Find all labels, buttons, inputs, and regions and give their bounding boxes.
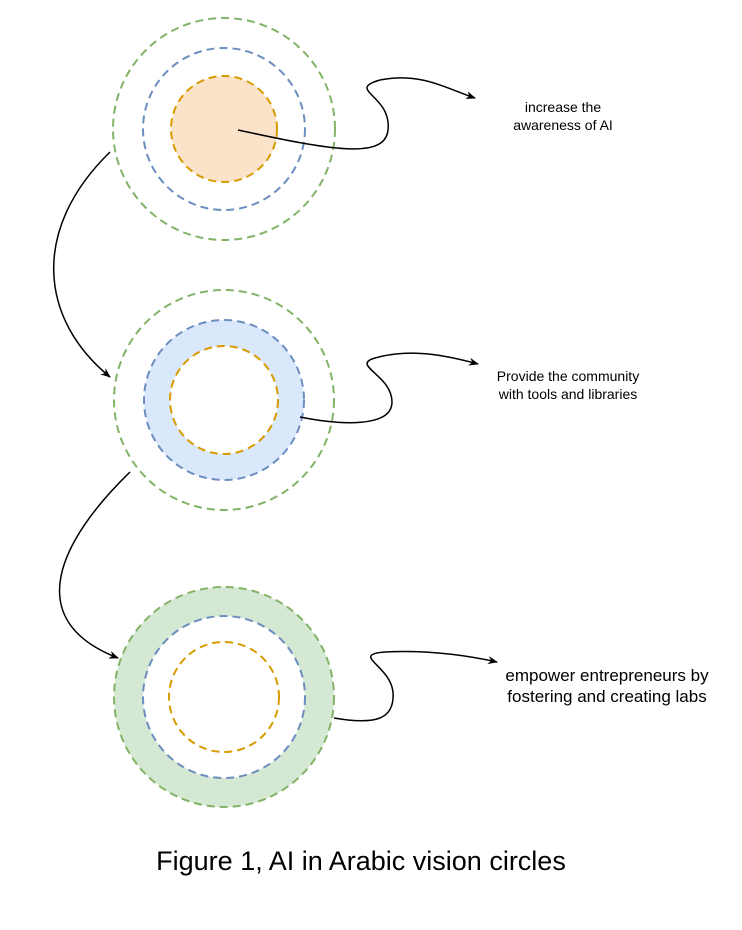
level-3-inner-ring xyxy=(168,641,280,753)
label-arrow-level-3 xyxy=(333,650,498,722)
figure-caption: Figure 1, AI in Arabic vision circles xyxy=(156,846,566,876)
label-arrow-level-2 xyxy=(299,352,479,424)
level-3-middle-ring xyxy=(142,615,306,779)
flow-arrow-level-2-to-3 xyxy=(58,471,131,659)
level-2-outer-ring xyxy=(113,289,335,511)
circle-group-level-1 xyxy=(112,17,336,241)
level-2-inner-ring xyxy=(169,345,279,455)
level-1-inner-fill xyxy=(170,75,278,183)
level-2-label: Provide the community with tools and lib… xyxy=(496,368,640,402)
level-1-label: increase the awareness of AI xyxy=(513,99,613,133)
flow-arrow-level-1-to-2 xyxy=(53,151,111,378)
level-3-label: empower entrepreneurs by fostering and c… xyxy=(505,666,709,707)
label-arrow-level-1 xyxy=(237,77,476,150)
circle-group-level-2 xyxy=(113,289,335,511)
level-1-outer-ring xyxy=(112,17,336,241)
circle-group-level-3 xyxy=(113,586,335,808)
level-1-middle-ring xyxy=(142,47,306,211)
